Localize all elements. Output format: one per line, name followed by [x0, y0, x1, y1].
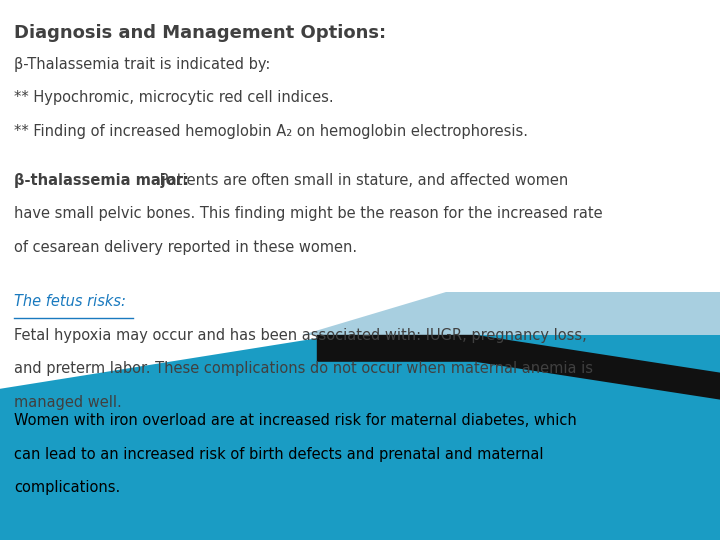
Text: Patients are often small in stature, and affected women: Patients are often small in stature, and…: [155, 173, 568, 188]
Text: β-thalassemia major:: β-thalassemia major:: [14, 173, 189, 188]
Text: have small pelvic bones. This finding might be the reason for the increased rate: have small pelvic bones. This finding mi…: [14, 206, 603, 221]
Text: managed well.: managed well.: [14, 395, 122, 410]
Text: β-Thalassemia trait is indicated by:: β-Thalassemia trait is indicated by:: [14, 57, 271, 72]
Text: The fetus risks:: The fetus risks:: [14, 294, 126, 309]
Text: Diagnosis and Management Options:: Diagnosis and Management Options:: [14, 24, 387, 42]
Polygon shape: [317, 335, 720, 400]
Text: of cesarean delivery reported in these women.: of cesarean delivery reported in these w…: [14, 240, 358, 255]
Text: complications.: complications.: [14, 480, 121, 495]
Polygon shape: [302, 292, 720, 335]
Text: and preterm labor. These complications do not occur when maternal anemia is: and preterm labor. These complications d…: [14, 361, 593, 376]
Text: ** Hypochromic, microcytic red cell indices.: ** Hypochromic, microcytic red cell indi…: [14, 90, 334, 105]
Text: Fetal hypoxia may occur and has been associated with: IUGR, pregnancy loss,: Fetal hypoxia may occur and has been ass…: [14, 328, 587, 343]
Text: can lead to an increased risk of birth defects and prenatal and maternal: can lead to an increased risk of birth d…: [14, 447, 544, 462]
Text: Women with iron overload are at increased risk for maternal diabetes, which: Women with iron overload are at increase…: [14, 413, 577, 428]
Text: ** Finding of increased hemoglobin A₂ on hemoglobin electrophoresis.: ** Finding of increased hemoglobin A₂ on…: [14, 124, 528, 139]
Polygon shape: [0, 335, 720, 540]
